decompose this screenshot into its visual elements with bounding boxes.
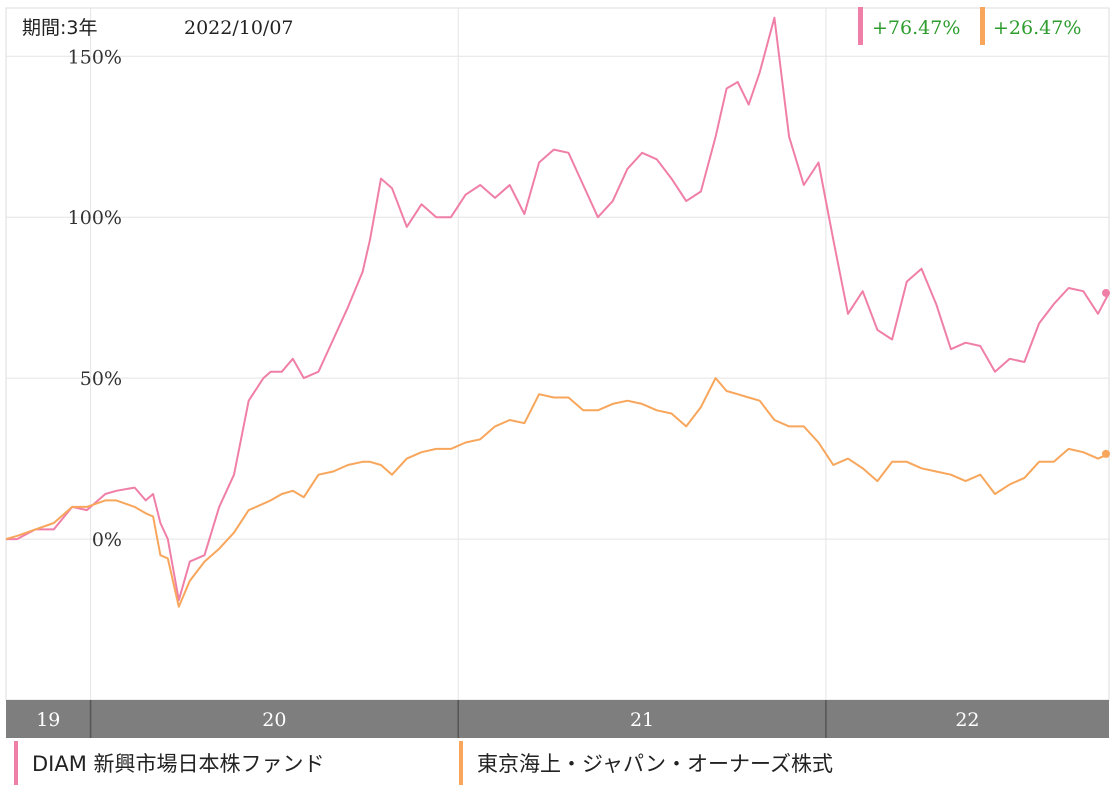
- y-tick-label: 0%: [92, 529, 122, 551]
- x-tick-label: 20: [262, 709, 286, 731]
- legend-swatch-1: [14, 741, 18, 785]
- legend-label-2: 東京海上・ジャパン・オーナーズ株式: [477, 752, 833, 776]
- return-value-1: +76.47%: [872, 17, 960, 39]
- grid-lines: [6, 8, 1109, 700]
- y-tick-label: 50%: [80, 368, 122, 390]
- x-tick-label: 22: [955, 709, 979, 731]
- date-label: 2022/10/07: [184, 17, 294, 39]
- return-swatch-1: [858, 7, 863, 45]
- chart-header: 期間:3年 2022/10/07 +76.47% +26.47%: [22, 7, 1081, 45]
- plot-frame: [5, 7, 1110, 701]
- y-tick-label: 100%: [68, 207, 122, 229]
- x-tick-label: 19: [36, 709, 60, 731]
- y-axis-ticks: 150% 100% 50% 0%: [68, 46, 122, 551]
- y-tick-label: 150%: [68, 46, 122, 68]
- series-end-marker-2: [1102, 449, 1110, 458]
- legend-swatch-2: [459, 741, 463, 785]
- legend-item-2: 東京海上・ジャパン・オーナーズ株式: [459, 738, 833, 788]
- x-axis: 19 20 21 22: [6, 700, 1109, 738]
- series-line-2: [5, 377, 1110, 608]
- x-axis-bar: [6, 700, 1109, 738]
- x-tick-label: 21: [630, 709, 654, 731]
- series-lines: [5, 16, 1110, 608]
- return-value-2: +26.47%: [993, 17, 1081, 39]
- return-swatch-2: [980, 7, 985, 45]
- period-label: 期間:3年: [22, 17, 98, 39]
- series-line-1: [6, 16, 1110, 602]
- legend-item-1: DIAM 新興市場日本株ファンド: [14, 738, 325, 788]
- series-end-marker-1: [1102, 288, 1110, 297]
- legend-label-1: DIAM 新興市場日本株ファンド: [32, 752, 325, 776]
